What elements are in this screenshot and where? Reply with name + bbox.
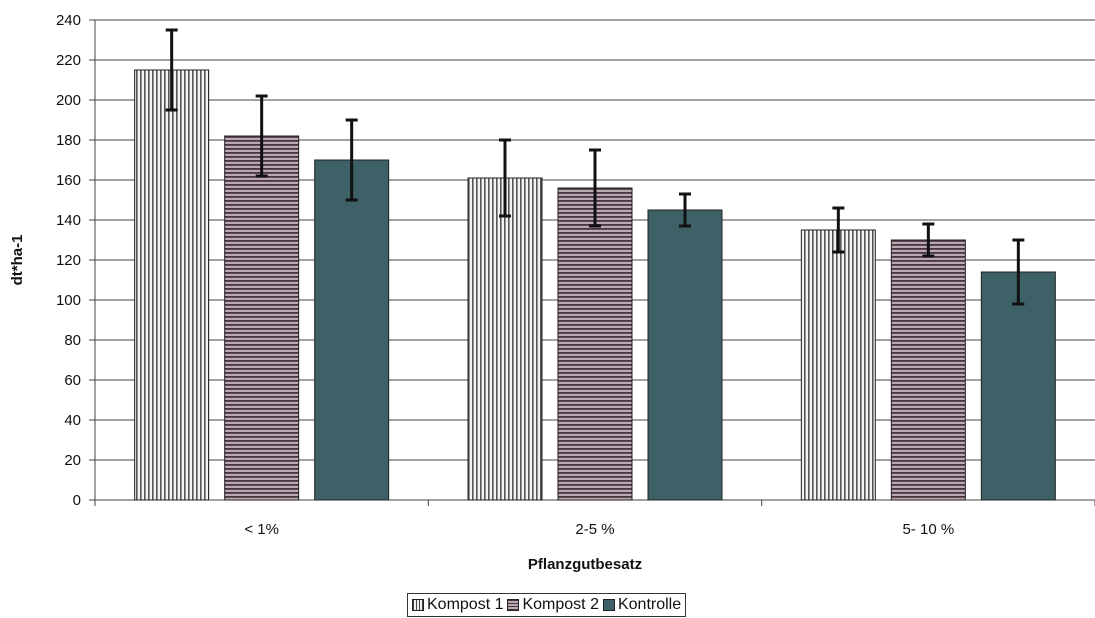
bar-kompost-2: [224, 135, 300, 501]
y-tick-label: 120: [56, 252, 81, 269]
y-tick-label: 0: [73, 492, 81, 509]
y-tick-label: 20: [64, 452, 81, 469]
y-tick-label: 200: [56, 92, 81, 109]
bar-kompost-2: [557, 187, 633, 501]
bar-kompost-1: [467, 177, 543, 501]
bar-kontrolle: [980, 271, 1056, 501]
y-tick-label: 180: [56, 132, 81, 149]
legend-swatch: [412, 599, 424, 611]
legend-item: Kompost 1: [412, 596, 503, 614]
legend-item: Kompost 2: [507, 596, 599, 614]
x-tick-labels: < 1% 2-5 % 5- 10 %: [244, 521, 954, 538]
legend-label: Kompost 2: [522, 596, 599, 613]
y-axis-title: dt*ha-1: [9, 235, 26, 286]
y-tick-labels: 0 20 40 60 80 100 120 140 160 180 200 220 240: [56, 12, 81, 509]
error-bars: [165, 28, 1025, 306]
bar-kompost-2: [890, 239, 966, 501]
y-tick-label: 80: [64, 332, 81, 349]
y-tick-label: 60: [64, 372, 81, 389]
legend-swatch: [507, 599, 520, 611]
y-tick-label: 140: [56, 212, 81, 229]
y-tick-label: 160: [56, 172, 81, 189]
y-tick-label: 40: [64, 412, 81, 429]
x-axis-title: Pflanzgutbesatz: [528, 556, 642, 573]
bar-kompost-1: [800, 229, 876, 501]
x-tick-label: 5- 10 %: [902, 521, 954, 538]
x-tick-label: 2-5 %: [575, 521, 614, 538]
bar-kontrolle: [314, 159, 390, 501]
bar-chart: 0 20 40 60 80 100 120 140 160 180 200 220 240 < 1% 2-…: [9, 12, 1095, 573]
legend-label: Kompost 1: [427, 596, 504, 613]
y-tick-label: 220: [56, 52, 81, 69]
legend-label: Kontrolle: [617, 596, 682, 613]
y-tick-label: 240: [56, 12, 81, 29]
bar-kontrolle: [647, 209, 723, 501]
legend: Kompost 1 Kompost 2 Kontrolle: [407, 593, 687, 617]
legend-item: Kontrolle: [602, 596, 682, 614]
legend-swatch: [602, 599, 615, 611]
x-tick-label: < 1%: [244, 521, 279, 538]
y-tick-label: 100: [56, 292, 81, 309]
bars: [134, 69, 1056, 501]
bar-kompost-1: [134, 69, 210, 501]
